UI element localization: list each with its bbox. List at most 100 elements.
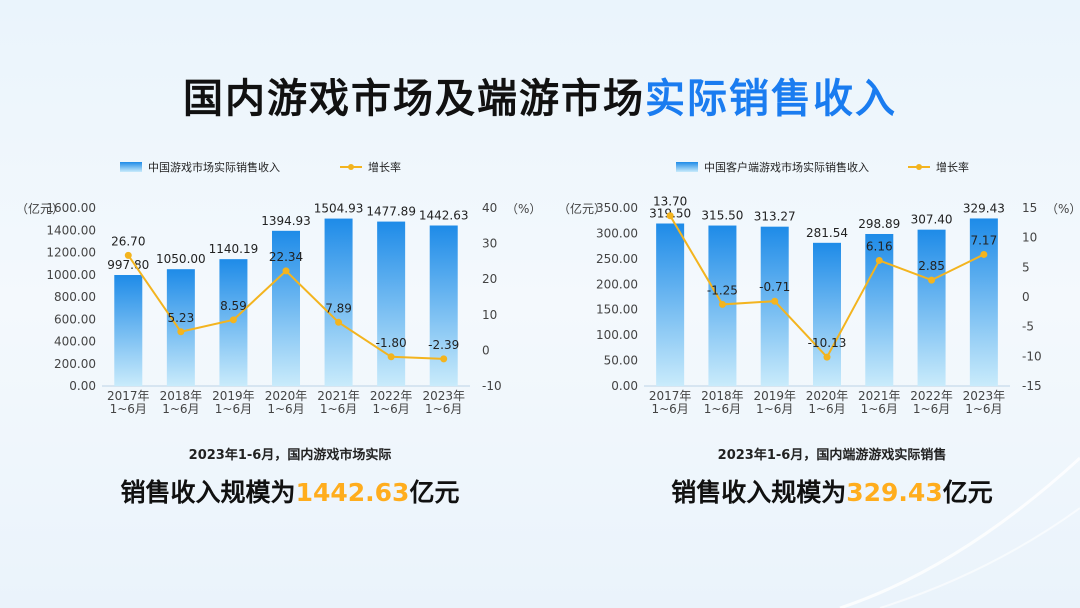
bar bbox=[377, 221, 406, 386]
caption-right: 2023年1-6月，国内端游游戏实际销售 销售收入规模为329.43亿元 bbox=[562, 444, 1080, 509]
x-tick-label: 2023年 1~6月 bbox=[963, 389, 1006, 416]
y-axis-unit: （亿元） bbox=[16, 201, 64, 216]
y-tick-label: 1000.00 bbox=[46, 268, 96, 282]
x-tick-label: 2023年 1~6月 bbox=[422, 389, 465, 416]
line-point bbox=[718, 300, 726, 308]
line-point bbox=[335, 318, 343, 326]
line-value-label: 26.70 bbox=[111, 234, 145, 248]
legend-bar-swatch bbox=[120, 162, 142, 172]
line-value-label: 7.17 bbox=[970, 233, 997, 247]
bar bbox=[917, 229, 946, 386]
y2-tick-label: 10 bbox=[482, 308, 497, 322]
line-value-label: -2.39 bbox=[428, 338, 459, 352]
decorative-swoosh bbox=[839, 456, 1080, 608]
bar-value-label: 997.80 bbox=[107, 258, 149, 272]
y2-tick-label: -10 bbox=[482, 379, 502, 393]
line-value-label: -1.80 bbox=[376, 336, 407, 350]
y-tick-label: 1200.00 bbox=[46, 246, 96, 260]
y2-tick-label: 20 bbox=[482, 272, 497, 286]
line-point bbox=[387, 353, 395, 361]
line-point bbox=[771, 297, 779, 305]
bar bbox=[865, 233, 894, 386]
legend: 中国客户端游戏市场实际销售收入 增长率 bbox=[676, 160, 969, 174]
legend-line-label: 增长率 bbox=[368, 160, 401, 174]
line-value-label: 2.85 bbox=[918, 259, 945, 273]
caption-left-line1: 2023年1-6月，国内游戏市场实际 bbox=[188, 448, 392, 463]
x-tick-label: 2018年 1~6月 bbox=[160, 389, 203, 416]
line-value-label: 8.59 bbox=[220, 299, 247, 313]
bar-value-label: 1442.63 bbox=[419, 209, 469, 223]
bar bbox=[969, 218, 998, 386]
x-tick-label: 2019年 1~6月 bbox=[753, 389, 796, 416]
y2-tick-label: 0 bbox=[482, 343, 490, 357]
y-tick-label: 50.00 bbox=[604, 354, 638, 368]
caption-right-suffix: 亿元 bbox=[942, 478, 993, 507]
bar-value-label: 329.43 bbox=[963, 201, 1005, 215]
x-tick-label: 2017年 1~6月 bbox=[107, 389, 150, 416]
title-part1: 国内游戏市场及端游市场 bbox=[183, 76, 645, 122]
legend-line-marker bbox=[916, 164, 922, 170]
y-tick-label: 350.00 bbox=[596, 201, 638, 215]
x-tick-label: 2021年 1~6月 bbox=[858, 389, 901, 416]
bar-value-label: 298.89 bbox=[858, 217, 900, 231]
bar bbox=[114, 274, 143, 386]
bar-value-label: 1050.00 bbox=[156, 252, 206, 266]
chart-svg: 中国游戏市场实际销售收入 增长率 （亿元） 0.00 200.00 400.00 600.0… bbox=[16, 160, 540, 416]
y2-axis-unit: （%） bbox=[1046, 202, 1080, 216]
bar bbox=[656, 223, 685, 386]
y-axis-unit: （亿元） bbox=[558, 201, 606, 216]
line-point bbox=[124, 251, 132, 259]
bar-value-label: 1394.93 bbox=[261, 214, 311, 228]
x-tick-label: 2020年 1~6月 bbox=[265, 389, 308, 416]
page-title: 国内游戏市场及端游市场实际销售收入 bbox=[0, 66, 1080, 124]
bar-value-label: 313.27 bbox=[754, 210, 796, 224]
line-value-label: -1.25 bbox=[707, 283, 738, 297]
line-value-label: 6.16 bbox=[866, 239, 893, 253]
line-value-label: 13.70 bbox=[653, 195, 687, 209]
line-point bbox=[980, 250, 988, 258]
y2-tick-label: 0 bbox=[1022, 290, 1030, 304]
x-tick-label: 2021年 1~6月 bbox=[317, 389, 360, 416]
y2-tick-label: 30 bbox=[482, 237, 497, 251]
y-tick-label: 200.00 bbox=[54, 357, 96, 371]
y-tick-label: 150.00 bbox=[596, 303, 638, 317]
y2-tick-label: 10 bbox=[1022, 231, 1037, 245]
caption-left: 2023年1-6月，国内游戏市场实际 销售收入规模为1442.63亿元 bbox=[20, 444, 560, 509]
bar bbox=[324, 218, 353, 386]
bar bbox=[760, 226, 789, 386]
legend-line-marker bbox=[348, 164, 354, 170]
bar-value-label: 1477.89 bbox=[366, 205, 416, 219]
line-value-label: -0.71 bbox=[759, 280, 790, 294]
line-point bbox=[282, 267, 290, 275]
y-tick-label: 600.00 bbox=[54, 312, 96, 326]
bar-value-label: 307.40 bbox=[911, 213, 953, 227]
y2-tick-label: 15 bbox=[1022, 201, 1037, 215]
y2-tick-label: -5 bbox=[1022, 320, 1034, 334]
bar-value-label: 281.54 bbox=[806, 226, 848, 240]
caption-left-prefix: 销售收入规模为 bbox=[120, 478, 296, 507]
y2-axis-unit: （%） bbox=[506, 202, 540, 216]
y-tick-label: 250.00 bbox=[596, 252, 638, 266]
caption-left-value: 1442.63 bbox=[295, 478, 410, 507]
y-tick-label: 300.00 bbox=[596, 226, 638, 240]
title-highlight: 实际销售收入 bbox=[645, 76, 897, 122]
caption-right-line2: 销售收入规模为329.43亿元 bbox=[562, 473, 1080, 509]
caption-right-line1: 2023年1-6月，国内端游游戏实际销售 bbox=[717, 448, 947, 463]
y2-tick-label: 40 bbox=[482, 201, 497, 215]
x-tick-label: 2020年 1~6月 bbox=[806, 389, 849, 416]
line-value-label: 7.89 bbox=[325, 301, 352, 315]
line-point bbox=[928, 276, 936, 284]
y-tick-label: 1400.00 bbox=[46, 223, 96, 237]
chart-svg: 中国客户端游戏市场实际销售收入 增长率（亿元）0.0050.00100.00150… bbox=[558, 160, 1080, 416]
y-tick-label: 100.00 bbox=[596, 328, 638, 342]
legend-bar-label: 中国客户端游戏市场实际销售收入 bbox=[704, 160, 869, 174]
y-tick-label: 0.00 bbox=[611, 379, 638, 393]
x-tick-label: 2019年 1~6月 bbox=[212, 389, 255, 416]
legend-bar-label: 中国游戏市场实际销售收入 bbox=[148, 160, 280, 174]
x-tick-label: 2018年 1~6月 bbox=[701, 389, 744, 416]
line-value-label: -10.13 bbox=[808, 336, 847, 350]
line-point bbox=[875, 256, 883, 264]
y-tick-label: 1600.00 bbox=[46, 201, 96, 215]
x-tick-label: 2022年 1~6月 bbox=[910, 389, 953, 416]
chart-client-game-market: 中国客户端游戏市场实际销售收入 增长率 （亿元） 0.00 50.00 100.00 150… bbox=[540, 150, 1080, 440]
